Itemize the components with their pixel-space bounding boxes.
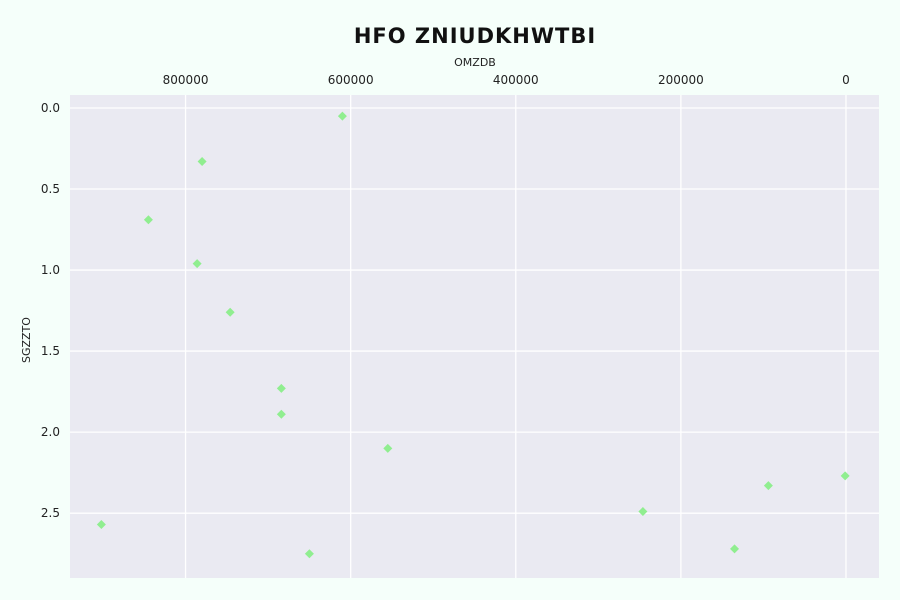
tick-labels: 800000 600000 400000 200000 0 0.0 0.5 1.0 1.5 2.0… [41, 73, 850, 520]
x-tick-label: 400000 [493, 73, 539, 87]
data-point [383, 443, 393, 453]
data-point [225, 307, 235, 317]
data-points [96, 111, 850, 559]
x-tick-label: 800000 [163, 73, 209, 87]
y-axis-label: SGZZTO [20, 317, 33, 363]
data-point [143, 215, 153, 225]
data-point [192, 259, 202, 269]
x-tick-label: 200000 [658, 73, 704, 87]
grid [70, 95, 879, 578]
y-tick-label: 0.5 [41, 182, 60, 196]
x-tick-label: 600000 [328, 73, 374, 87]
data-point [197, 156, 207, 166]
data-point [96, 520, 106, 530]
data-point [304, 549, 314, 559]
data-point [638, 507, 648, 517]
y-tick-label: 1.0 [41, 263, 60, 277]
x-axis-label: OMZDB [454, 56, 496, 69]
data-point [840, 471, 850, 481]
x-tick-label: 0 [842, 73, 850, 87]
y-tick-label: 1.5 [41, 344, 60, 358]
data-point [730, 544, 740, 554]
y-tick-label: 2.5 [41, 506, 60, 520]
y-tick-label: 2.0 [41, 425, 60, 439]
data-point [276, 409, 286, 419]
y-tick-label: 0.0 [41, 101, 60, 115]
data-point [337, 111, 347, 121]
chart-title: HFO ZNIUDKHWTBI [354, 24, 596, 48]
data-point [763, 481, 773, 491]
plot-area [70, 95, 879, 578]
data-point [276, 383, 286, 393]
